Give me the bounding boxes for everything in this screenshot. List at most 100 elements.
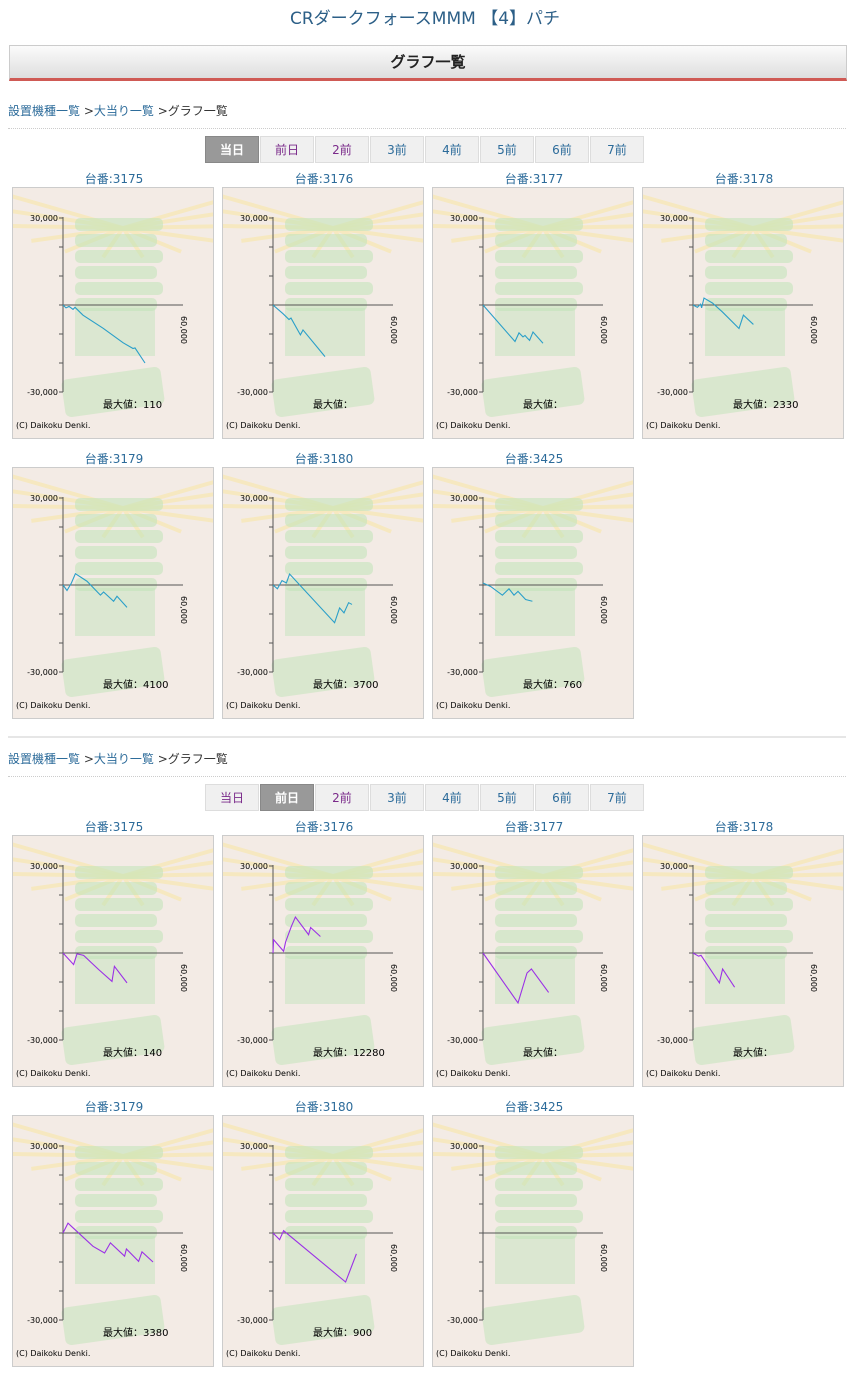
copyright: (C) Daikoku Denki. xyxy=(436,1349,510,1358)
tab-day-5[interactable]: 5前 xyxy=(480,136,534,163)
page-title: CRダークフォースMMM 【4】パチ xyxy=(289,9,561,29)
machine-number-link[interactable]: 台番:3176 xyxy=(294,172,354,186)
breadcrumb-sep: > xyxy=(80,752,94,766)
tab-day-6[interactable]: 6前 xyxy=(535,136,589,163)
tab-day-7[interactable]: 7前 xyxy=(590,784,644,811)
balance-line xyxy=(482,952,550,1005)
tab-day-2[interactable]: 2前 xyxy=(315,784,369,811)
graph-svg: 30,000 -30,000 60,000 (C) Daikoku Denki. xyxy=(402,1114,684,1366)
x-tick-label-end: 60,000 xyxy=(809,316,818,344)
y-tick-label-top: 30,000 xyxy=(450,1142,478,1151)
tab-day-4[interactable]: 4前 xyxy=(425,136,479,163)
graph-svg: 30,000 -30,000 60,000 最大値： (C) Daikoku Denki… xyxy=(612,834,850,1086)
y-tick-label-bottom: -30,000 xyxy=(237,668,268,677)
graph-card[interactable]: 30,000 -30,000 60,000 最大値： (C) Daikoku Denki… xyxy=(192,186,474,439)
machine-graph: 台番:3178 30,000 -30,000 60,000 最大値： (C) Daikok… xyxy=(612,818,850,1087)
breadcrumb-machine-list[interactable]: 設置機種一覧 xyxy=(8,104,81,118)
y-tick-label-top: 30,000 xyxy=(30,862,58,871)
machine-number-link[interactable]: 台番:3175 xyxy=(84,820,144,834)
x-tick-label-end: 60,000 xyxy=(179,316,188,344)
machine-graph: 台番:3180 30,000 -30,000 60,000 最大値：900 (C) Dai… xyxy=(192,1098,474,1367)
sunburst-art xyxy=(612,186,850,417)
tab-day-1[interactable]: 前日 xyxy=(260,136,314,163)
machine-number-link[interactable]: 台番:3425 xyxy=(504,1100,564,1114)
graph-svg: 30,000 -30,000 60,000 最大値：110 (C) Daikoku De… xyxy=(0,186,264,438)
graph-card[interactable]: 30,000 -30,000 60,000 最大値： (C) Daikoku Denki… xyxy=(612,834,850,1087)
machine-number-link[interactable]: 台番:3178 xyxy=(714,172,774,186)
tab-day-5[interactable]: 5前 xyxy=(480,784,534,811)
y-tick-label-top: 30,000 xyxy=(240,494,268,503)
graph-card[interactable]: 30,000 -30,000 60,000 最大値：900 (C) Daikoku De… xyxy=(192,1114,474,1367)
x-tick-label-end: 60,000 xyxy=(179,596,188,624)
max-value-label: 最大値：12280 xyxy=(313,1046,385,1059)
graph-card[interactable]: 30,000 -30,000 60,000 最大値：2330 (C) Daikoku D… xyxy=(612,186,850,439)
copyright: (C) Daikoku Denki. xyxy=(16,421,90,430)
max-value-label: 最大値：140 xyxy=(103,1046,162,1059)
graph-card[interactable]: 30,000 -30,000 60,000 最大値：3380 (C) Daikoku D… xyxy=(0,1114,264,1367)
balance-line xyxy=(692,952,736,988)
tab-day-3[interactable]: 3前 xyxy=(370,136,424,163)
y-tick-label-top: 30,000 xyxy=(30,1142,58,1151)
breadcrumb-machine-list[interactable]: 設置機種一覧 xyxy=(8,752,81,766)
breadcrumb-jackpot-list[interactable]: 大当り一覧 xyxy=(93,752,154,766)
max-value-label: 最大値：900 xyxy=(313,1326,372,1339)
y-tick-label-top: 30,000 xyxy=(240,1142,268,1151)
y-tick-label-top: 30,000 xyxy=(660,862,688,871)
balance-line xyxy=(482,582,533,602)
divider xyxy=(8,776,846,777)
copyright: (C) Daikoku Denki. xyxy=(646,421,720,430)
machine-number-link[interactable]: 台番:3179 xyxy=(84,452,144,466)
machine-number-link[interactable]: 台番:3180 xyxy=(294,452,354,466)
tab-day-1[interactable]: 前日 xyxy=(260,784,314,811)
machine-graph: 台番:3176 30,000 -30,000 60,000 最大値：12280 (C) D… xyxy=(192,818,474,1087)
machine-graph: 台番:3178 30,000 -30,000 60,000 最大値：2330 (C) Da… xyxy=(612,170,850,439)
x-tick-label-end: 60,000 xyxy=(599,316,608,344)
sunburst-art xyxy=(612,834,850,1065)
graph-card[interactable]: 30,000 -30,000 60,000 最大値：12280 (C) Daikoku … xyxy=(192,834,474,1087)
breadcrumb-current: >グラフ一覧 xyxy=(153,752,228,766)
y-tick-label-bottom: -30,000 xyxy=(447,1316,478,1325)
y-tick-label-top: 30,000 xyxy=(240,862,268,871)
machine-number-link[interactable]: 台番:3179 xyxy=(84,1100,144,1114)
max-value-label: 最大値：760 xyxy=(523,678,582,691)
graph-card[interactable]: 30,000 -30,000 60,000 最大値： (C) Daikoku Denki… xyxy=(402,834,684,1087)
machine-graph: 台番:3179 30,000 -30,000 60,000 最大値：3380 (C) Da… xyxy=(0,1098,264,1367)
graph-svg: 30,000 -30,000 60,000 最大値： (C) Daikoku Denki… xyxy=(192,186,474,438)
machine-number-link[interactable]: 台番:3176 xyxy=(294,820,354,834)
graph-card[interactable]: 30,000 -30,000 60,000 最大値：140 (C) Daikoku De… xyxy=(0,834,264,1087)
x-tick-label-end: 60,000 xyxy=(389,596,398,624)
tab-day-6[interactable]: 6前 xyxy=(535,784,589,811)
tab-day-0[interactable]: 当日 xyxy=(205,784,259,811)
y-tick-label-top: 30,000 xyxy=(240,214,268,223)
copyright: (C) Daikoku Denki. xyxy=(436,701,510,710)
y-tick-label-top: 30,000 xyxy=(30,214,58,223)
graph-card[interactable]: 30,000 -30,000 60,000 最大値：110 (C) Daikoku De… xyxy=(0,186,264,439)
y-tick-label-bottom: -30,000 xyxy=(447,1036,478,1045)
machine-number-link[interactable]: 台番:3425 xyxy=(504,452,564,466)
balance-line xyxy=(692,297,754,330)
sunburst-art xyxy=(0,834,264,1065)
graph-svg: 30,000 -30,000 60,000 最大値：760 (C) Daikoku De… xyxy=(402,466,684,718)
breadcrumb-jackpot-list[interactable]: 大当り一覧 xyxy=(93,104,154,118)
machine-number-link[interactable]: 台番:3178 xyxy=(714,820,774,834)
max-value-label: 最大値：3380 xyxy=(103,1326,168,1339)
graph-card[interactable]: 30,000 -30,000 60,000 最大値： (C) Daikoku Denki… xyxy=(402,186,684,439)
balance-line xyxy=(62,952,128,984)
machine-number-link[interactable]: 台番:3180 xyxy=(294,1100,354,1114)
machine-number-link[interactable]: 台番:3177 xyxy=(504,172,564,186)
tab-day-3[interactable]: 3前 xyxy=(370,784,424,811)
graph-card[interactable]: 30,000 -30,000 60,000 最大値：3700 (C) Daikoku D… xyxy=(192,466,474,719)
tab-day-4[interactable]: 4前 xyxy=(425,784,479,811)
section-header: グラフ一覧 xyxy=(9,45,847,81)
copyright: (C) Daikoku Denki. xyxy=(436,421,510,430)
graph-card[interactable]: 30,000 -30,000 60,000 最大値：4100 (C) Daikoku D… xyxy=(0,466,264,719)
tab-day-2[interactable]: 2前 xyxy=(315,136,369,163)
tab-day-0[interactable]: 当日 xyxy=(205,136,259,163)
machine-number-link[interactable]: 台番:3177 xyxy=(504,820,564,834)
graph-card[interactable]: 30,000 -30,000 60,000 最大値：760 (C) Daikoku De… xyxy=(402,466,684,719)
max-value-label: 最大値： xyxy=(523,1046,563,1059)
machine-number-link[interactable]: 台番:3175 xyxy=(84,172,144,186)
graph-card[interactable]: 30,000 -30,000 60,000 (C) Daikoku Denki. xyxy=(402,1114,684,1367)
max-value-label: 最大値： xyxy=(523,398,563,411)
tab-day-7[interactable]: 7前 xyxy=(590,136,644,163)
